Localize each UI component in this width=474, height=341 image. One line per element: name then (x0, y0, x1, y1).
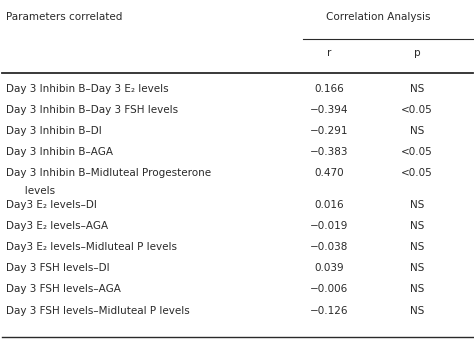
Text: <0.05: <0.05 (401, 105, 433, 115)
Text: 0.470: 0.470 (315, 168, 344, 178)
Text: Day3 E₂ levels–DI: Day3 E₂ levels–DI (6, 200, 97, 210)
Text: 0.166: 0.166 (315, 84, 344, 93)
Text: Day 3 FSH levels–DI: Day 3 FSH levels–DI (6, 263, 109, 273)
Text: Day 3 Inhibin B–DI: Day 3 Inhibin B–DI (6, 126, 101, 136)
Text: Day 3 Inhibin B–Day 3 FSH levels: Day 3 Inhibin B–Day 3 FSH levels (6, 105, 178, 115)
Text: Day 3 Inhibin B–AGA: Day 3 Inhibin B–AGA (6, 147, 113, 157)
Text: 0.016: 0.016 (315, 200, 344, 210)
Text: −0.383: −0.383 (310, 147, 349, 157)
Text: NS: NS (410, 242, 424, 252)
Text: Day3 E₂ levels–AGA: Day3 E₂ levels–AGA (6, 221, 108, 231)
Text: −0.038: −0.038 (310, 242, 348, 252)
Text: <0.05: <0.05 (401, 147, 433, 157)
Text: Day 3 FSH levels–AGA: Day 3 FSH levels–AGA (6, 284, 120, 294)
Text: −0.126: −0.126 (310, 306, 349, 315)
Text: NS: NS (410, 221, 424, 231)
Text: Correlation Analysis: Correlation Analysis (326, 12, 430, 22)
Text: Day 3 Inhibin B–Day 3 E₂ levels: Day 3 Inhibin B–Day 3 E₂ levels (6, 84, 168, 93)
Text: NS: NS (410, 263, 424, 273)
Text: 0.039: 0.039 (315, 263, 344, 273)
Text: levels: levels (15, 186, 55, 196)
Text: <0.05: <0.05 (401, 168, 433, 178)
Text: p: p (414, 48, 420, 58)
Text: −0.019: −0.019 (310, 221, 348, 231)
Text: −0.394: −0.394 (310, 105, 349, 115)
Text: NS: NS (410, 306, 424, 315)
Text: −0.006: −0.006 (310, 284, 348, 294)
Text: Day 3 Inhibin B–Midluteal Progesterone: Day 3 Inhibin B–Midluteal Progesterone (6, 168, 211, 178)
Text: −0.291: −0.291 (310, 126, 349, 136)
Text: Day 3 FSH levels–Midluteal P levels: Day 3 FSH levels–Midluteal P levels (6, 306, 190, 315)
Text: Day3 E₂ levels–Midluteal P levels: Day3 E₂ levels–Midluteal P levels (6, 242, 177, 252)
Text: NS: NS (410, 126, 424, 136)
Text: NS: NS (410, 284, 424, 294)
Text: r: r (327, 48, 332, 58)
Text: NS: NS (410, 200, 424, 210)
Text: NS: NS (410, 84, 424, 93)
Text: Parameters correlated: Parameters correlated (6, 12, 122, 22)
